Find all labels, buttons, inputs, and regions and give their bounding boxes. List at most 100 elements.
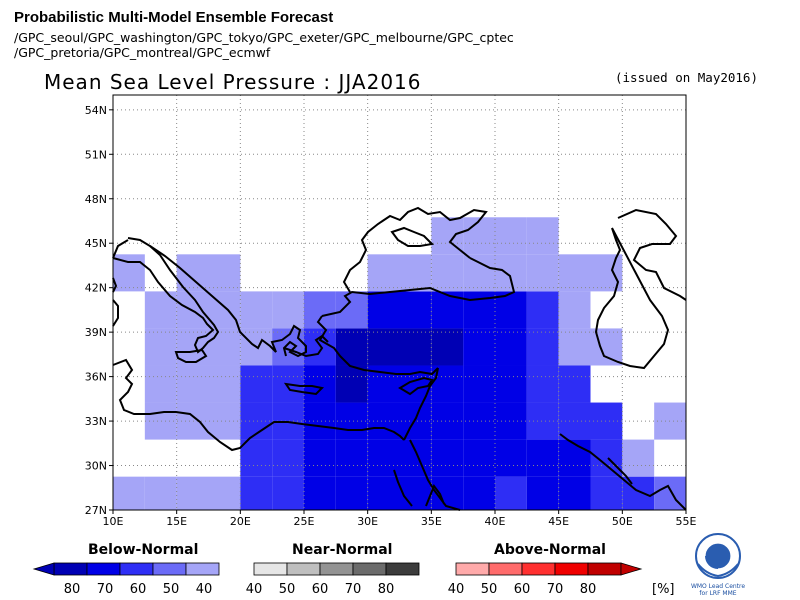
probability-cell [144,476,177,510]
coast-caspian [594,208,687,370]
probability-cell [431,439,464,477]
logo-caption: WMO Lead Centre for LRF MME [690,583,746,597]
wmo-logo [695,533,741,579]
legend-swatch-near [253,562,288,576]
probability-cell [240,476,273,510]
probability-cell [590,476,623,510]
probability-cell [590,439,623,477]
tick-label-lat: 39N [85,326,107,339]
tick-label-lat: 45N [85,237,107,250]
probability-cell [399,328,432,366]
probability-cell [272,439,304,477]
probability-cell [654,402,686,440]
probability-cell [526,476,559,510]
coast-turkey [321,257,516,317]
legend-swatch-below [86,562,121,576]
tick-label-lat: 27N [85,504,107,517]
legend-swatch-near [352,562,387,576]
coast-crete [283,382,325,396]
header-title: Probabilistic Multi-Model Ensemble Forec… [14,9,334,26]
probability-cells [113,217,686,510]
legend-label-near: 40 [246,582,263,597]
probability-cell [463,254,495,292]
legend-label-above: 40 [448,582,465,597]
coast-italy [112,237,220,354]
probability-cell [431,254,464,292]
legend-swatch-below [53,562,88,576]
legend-swatch-below [185,562,220,576]
probability-cell [495,402,527,440]
probability-cell [113,476,145,510]
probability-cell [176,476,209,510]
probability-cell [558,254,591,292]
probability-cell [495,254,527,292]
coast-corsica [112,277,118,293]
probability-cell [495,328,527,366]
axis-ticks: 10E 15E 20E 25E 30E 35E 40E 45E 50E 55E 27N 30N 33N 3… [85,104,697,528]
legend-label-above: 80 [580,582,597,597]
probability-cell [367,291,400,329]
tick-label-lat: 36N [85,371,107,384]
legend-title-near: Near-Normal [292,542,393,558]
legend-label-below: 60 [130,582,147,597]
legend-label-below: 80 [64,582,81,597]
tick-label-lat: 51N [85,148,107,161]
tick-label-lat: 33N [85,415,107,428]
legend-swatch-below [119,562,154,576]
probability-cell [208,365,241,403]
coast-red-sea [393,439,461,511]
probability-cell [526,217,559,255]
probability-cell [367,476,400,510]
tick-label-lat: 54N [85,104,107,117]
legend-label-above: 60 [514,582,531,597]
legend-swatch-near [385,562,420,576]
tick-label-lon: 30E [357,515,378,528]
coast-persian-gulf [559,433,687,511]
coast-crimea [390,226,435,247]
probability-cell [463,476,495,510]
probability-cell [431,402,464,440]
probability-cell [240,291,273,329]
probability-cell [495,365,527,403]
probability-cell [622,439,655,477]
probability-cell [240,365,273,403]
probability-cell [144,365,177,403]
probability-cell [144,402,177,440]
probability-cell [144,328,177,366]
probability-cell [399,402,432,440]
tick-label-lon: 25E [294,515,315,528]
coast-balkans [149,245,307,358]
probability-cell [367,328,400,366]
tick-label-lon: 45E [548,515,569,528]
models-line-1: /GPC_seoul/GPC_washington/GPC_tokyo/GPC_… [14,30,514,45]
tick-label-lat: 48N [85,193,107,206]
legend-label-near: 60 [312,582,329,597]
legend-title-below: Below-Normal [88,542,199,558]
probability-cell [304,402,336,440]
tick-label-lon: 15E [166,515,187,528]
coast-levant [403,367,439,441]
probability-cell [335,402,368,440]
coast-sardinia [112,299,119,327]
probability-cell [399,254,432,292]
probability-cell [335,476,368,510]
tick-label-lon: 50E [612,515,633,528]
probability-cell [304,365,336,403]
coast-north-africa [112,358,405,452]
map-frame [112,94,687,511]
legend-swatch-below [152,562,187,576]
legend-swatch-near [319,562,354,576]
legend-unit: [%] [652,582,675,597]
probability-cell [558,365,591,403]
legend-swatch-above [587,562,622,576]
coast-blacksea [342,206,488,293]
probability-cell [526,254,559,292]
probability-cell [463,217,495,255]
legend-label-near: 50 [279,582,296,597]
probability-cell [176,365,209,403]
legend-label-below: 40 [196,582,213,597]
tick-label-lon: 40E [485,515,506,528]
probability-cell [208,328,241,366]
tick-label-lat: 42N [85,282,107,295]
